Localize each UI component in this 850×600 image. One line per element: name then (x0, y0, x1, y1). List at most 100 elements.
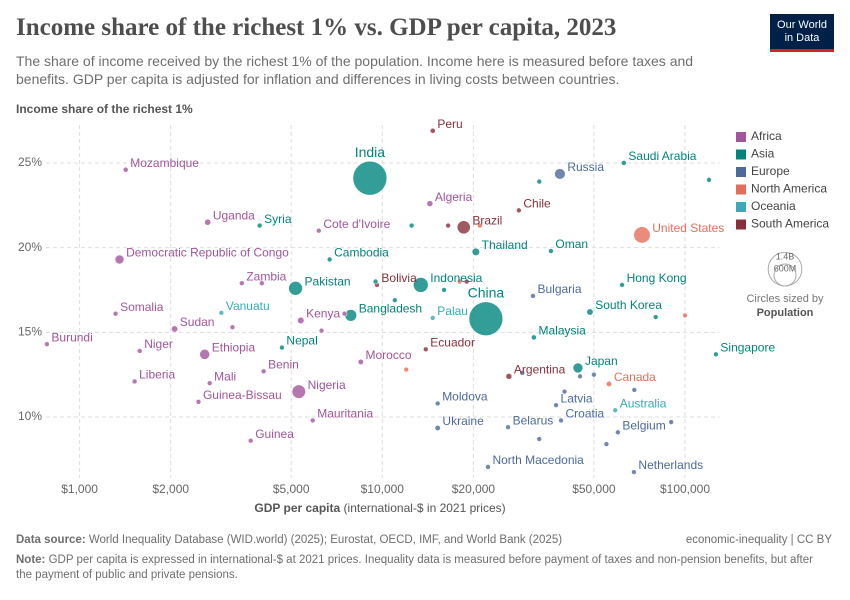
point (206, 380, 213, 386)
point-label: Benin (268, 357, 299, 371)
point-label: Mozambique (130, 156, 199, 170)
x-axis-label: GDP per capita (international-$ in 2021 … (254, 501, 505, 515)
point-label: Netherlands (638, 458, 703, 472)
point (136, 348, 143, 354)
point (114, 254, 125, 265)
point-label: Bangladesh (359, 302, 422, 316)
size-legend-variable: Population (757, 307, 814, 319)
point (204, 218, 212, 226)
logo-line: Our World (777, 19, 827, 31)
point (536, 178, 543, 185)
size-legend-label: 1.4B (776, 252, 795, 262)
point (668, 419, 674, 425)
point (577, 373, 583, 380)
point (612, 407, 618, 414)
point-label: Singapore (720, 341, 775, 355)
point-label: Ethiopia (212, 341, 256, 355)
point (316, 227, 322, 234)
legend-swatch (736, 132, 746, 142)
point (477, 222, 483, 229)
point-label: Palau (437, 304, 468, 318)
point (429, 127, 436, 134)
point-label: Democratic Republic of Congo (126, 246, 289, 260)
x-tick-label: $1,000 (61, 482, 98, 496)
point (456, 220, 471, 235)
point (619, 282, 625, 288)
y-axis-label: Income share of the richest 1% (16, 102, 193, 116)
point (372, 278, 379, 285)
point (441, 287, 447, 293)
point (445, 222, 451, 229)
size-legend-circle (773, 263, 797, 287)
point-label: Sudan (180, 315, 215, 329)
point-label: Ecuador (430, 335, 475, 349)
point (505, 373, 513, 380)
point-label: Hong Kong (627, 271, 687, 285)
point (561, 388, 568, 395)
point-label: Oman (555, 237, 588, 251)
point (553, 402, 559, 408)
point-label: Australia (620, 396, 667, 410)
x-tick-label: $10,000 (361, 482, 405, 496)
point-label: Canada (614, 370, 656, 384)
logo[interactable]: Our World in Data (770, 14, 834, 52)
x-tick-label: $5,000 (273, 482, 310, 496)
point (403, 366, 410, 373)
point (357, 358, 364, 366)
x-axis-label-note: (international-$ in 2021 prices) (344, 501, 506, 515)
point (456, 278, 463, 285)
point-label: Ukraine (442, 414, 484, 428)
point (341, 310, 348, 317)
point (706, 177, 712, 183)
y-tick-label: 20% (18, 240, 42, 254)
point-label: Guinea (255, 427, 294, 441)
point-label: India (355, 144, 386, 160)
note: Note: GDP per capita is expressed in int… (16, 553, 816, 583)
point (279, 344, 285, 351)
point (291, 384, 306, 399)
legend-label: South America (751, 217, 829, 231)
point-label: Bulgaria (537, 282, 581, 296)
point-label: Saudi Arabia (628, 149, 696, 163)
y-tick-label: 10% (18, 409, 42, 423)
point (239, 280, 245, 287)
point (288, 281, 303, 296)
point (318, 327, 325, 334)
point-label: South Korea (595, 298, 662, 312)
point (326, 256, 333, 263)
point (229, 324, 236, 331)
legend-swatch (736, 202, 746, 212)
point-label: Uganda (213, 208, 255, 222)
point (131, 378, 138, 385)
point-label: Chile (523, 197, 551, 211)
point-label: Malaysia (539, 324, 587, 338)
point-label: Morocco (366, 348, 412, 362)
point (516, 207, 522, 214)
legend-label: Asia (751, 147, 775, 161)
x-tick-label: $50,000 (572, 482, 616, 496)
legend-swatch (736, 149, 746, 160)
point (44, 341, 50, 347)
x-tick-label: $2,000 (152, 482, 189, 496)
point-label: Croatia (566, 407, 605, 421)
chart: Income share of the richest 1% GDP per c… (16, 102, 829, 515)
size-legend-title: Circles sized by (746, 293, 824, 305)
point (652, 314, 659, 320)
source-text: World Inequality Database (WID.world) (2… (88, 534, 563, 546)
point (471, 247, 480, 256)
point-label: Vanuatu (226, 299, 270, 313)
note-label: Note: (16, 554, 46, 566)
point (558, 417, 564, 424)
point (572, 362, 584, 374)
point-label: Brazil (472, 213, 502, 227)
point (620, 160, 627, 166)
point-label: Peru (437, 117, 462, 131)
point-label: Nigeria (308, 378, 346, 392)
point (422, 346, 429, 353)
point-label: Japan (585, 354, 618, 368)
point-label: Burundi (51, 330, 92, 344)
point (259, 280, 265, 287)
point (260, 368, 267, 375)
point-label: Bolivia (381, 271, 417, 285)
